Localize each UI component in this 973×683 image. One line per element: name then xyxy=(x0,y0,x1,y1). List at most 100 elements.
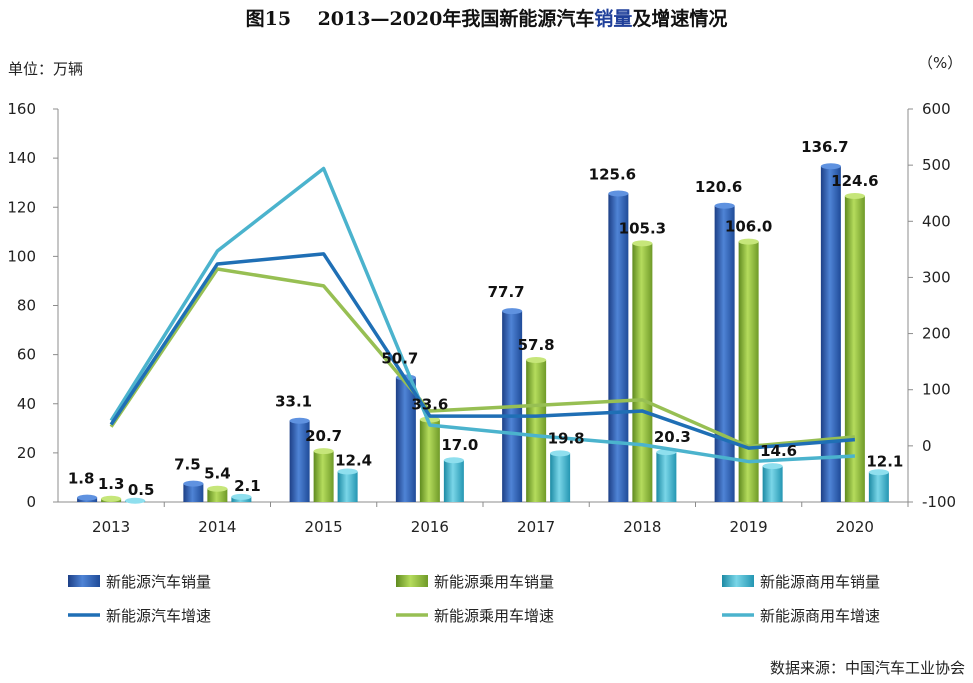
passenger-sales-bar xyxy=(313,451,334,502)
right-tick-label: -100 xyxy=(922,493,956,511)
title-suffix: 及增速情况 xyxy=(632,8,728,30)
passenger-sales-label: 106.0 xyxy=(725,218,772,236)
total-sales-bar-cap xyxy=(183,480,204,487)
commercial-sales-label: 19.8 xyxy=(548,429,585,447)
commercial-sales-bar-cap xyxy=(762,463,783,470)
commercial-growth-line xyxy=(109,166,855,464)
growth-lines xyxy=(109,166,856,464)
total-sales-bar-cap xyxy=(502,308,523,315)
passenger-sales-bar-cap xyxy=(419,416,440,423)
total-sales-bar-cap xyxy=(714,202,735,209)
total-sales-bar xyxy=(395,377,416,502)
total-sales-bar-cap xyxy=(77,494,98,501)
commercial-sales-bar-cap xyxy=(125,497,146,504)
commercial-sales-bar xyxy=(868,472,889,502)
passenger-sales-label: 20.7 xyxy=(305,427,342,445)
passenger-sales-label: 5.4 xyxy=(204,465,231,483)
total-sales-label: 33.1 xyxy=(275,393,312,411)
commercial-sales-bar-cap xyxy=(868,469,889,476)
commercial-sales-bar xyxy=(550,453,571,502)
source-note: 数据来源：中国汽车工业协会 xyxy=(769,659,965,677)
commercial-sales-bar-cap xyxy=(443,457,464,464)
total-sales-label: 7.5 xyxy=(174,456,201,474)
commercial-sales-bar-cap xyxy=(231,493,252,500)
left-tick-label: 100 xyxy=(7,247,36,265)
commercial-sales-label: 12.1 xyxy=(866,452,903,470)
legend-label: 新能源商用车增速 xyxy=(760,607,880,625)
legend-label: 新能源商用车销量 xyxy=(760,573,880,591)
x-tick-label: 2015 xyxy=(305,518,343,536)
right-tick-label: 500 xyxy=(922,156,951,174)
commercial-sales-bar xyxy=(337,471,358,502)
passenger-sales-bar-cap xyxy=(313,448,334,455)
passenger-sales-bar-cap xyxy=(738,238,759,245)
passenger-sales-label: 124.6 xyxy=(831,172,878,190)
left-tick-label: 40 xyxy=(17,395,36,413)
bars xyxy=(77,163,889,504)
commercial-sales-label: 0.5 xyxy=(128,481,155,499)
x-tick-label: 2017 xyxy=(517,518,555,536)
commercial-sales-label: 12.4 xyxy=(335,452,372,470)
data-labels: 1.87.533.150.777.7125.6120.6136.71.35.42… xyxy=(68,138,904,499)
passenger-sales-label: 1.3 xyxy=(98,475,125,493)
total-sales-bar-cap xyxy=(820,163,841,170)
chart-title: 图15 2013—2020年我国新能源汽车销量及增速情况 xyxy=(0,4,973,31)
total-sales-label: 120.6 xyxy=(695,178,742,196)
left-axis-unit: 单位：万辆 xyxy=(8,60,84,78)
title-main: 2013—2020年我国新能源汽车 xyxy=(317,8,595,30)
legend-label: 新能源汽车增速 xyxy=(106,607,211,625)
passenger-sales-bar-cap xyxy=(101,495,122,502)
left-tick-label: 140 xyxy=(7,149,36,167)
passenger-sales-bar xyxy=(526,360,547,502)
right-tick-label: 200 xyxy=(922,325,951,343)
commercial-sales-bar xyxy=(443,460,464,502)
passenger-sales-bar xyxy=(207,488,228,502)
axes: 0 20 40 60 80 100 120 140 160 -100 0 100 200 300 400 50… xyxy=(7,100,956,536)
commercial-sales-label: 14.6 xyxy=(760,442,797,460)
passenger-sales-label: 105.3 xyxy=(619,219,666,237)
right-tick-label: 0 xyxy=(922,437,932,455)
passenger-sales-bar xyxy=(738,241,759,502)
x-tick-label: 2018 xyxy=(623,518,661,536)
left-tick-label: 0 xyxy=(26,493,36,511)
commercial-sales-bar xyxy=(656,452,677,502)
commercial-sales-label: 2.1 xyxy=(234,477,261,495)
x-tick-label: 2020 xyxy=(836,518,874,536)
title-highlight: 销量 xyxy=(594,8,633,30)
left-tick-label: 120 xyxy=(7,198,36,216)
legend-label: 新能源乘用车增速 xyxy=(434,607,554,625)
passenger-sales-bar xyxy=(632,243,653,502)
total-sales-bar xyxy=(608,193,629,502)
total-sales-bar xyxy=(289,420,310,502)
x-tick-label: 2016 xyxy=(411,518,449,536)
legend-swatch-total-sales-bar xyxy=(68,575,100,587)
left-tick-label: 60 xyxy=(17,346,36,364)
commercial-sales-label: 20.3 xyxy=(654,428,691,446)
x-tick-label: 2014 xyxy=(198,518,236,536)
total-sales-bar xyxy=(820,166,841,502)
passenger-sales-bar-cap xyxy=(526,357,547,364)
x-tick-label: 2013 xyxy=(92,518,130,536)
right-axis-unit: （%） xyxy=(918,54,963,72)
left-tick-label: 160 xyxy=(7,100,36,118)
right-tick-label: 600 xyxy=(922,100,951,118)
right-tick-label: 300 xyxy=(922,268,951,286)
x-tick-label: 2019 xyxy=(730,518,768,536)
passenger-sales-label: 57.8 xyxy=(518,336,555,354)
total-sales-bar-cap xyxy=(289,417,310,424)
left-tick-label: 20 xyxy=(17,444,36,462)
passenger-sales-bar-cap xyxy=(207,485,228,492)
legend-label: 新能源汽车销量 xyxy=(106,573,211,591)
total-sales-label: 77.7 xyxy=(488,283,525,301)
total-sales-label: 50.7 xyxy=(381,349,418,367)
right-tick-label: 400 xyxy=(922,212,951,230)
legend-swatch-passenger-sales-bar xyxy=(396,575,428,587)
passenger-sales-label: 33.6 xyxy=(411,395,448,413)
passenger-sales-bar xyxy=(419,419,440,502)
commercial-sales-bar-cap xyxy=(550,450,571,457)
total-growth-line xyxy=(109,252,856,450)
total-sales-bar-cap xyxy=(608,190,629,197)
total-sales-label: 1.8 xyxy=(68,470,95,488)
